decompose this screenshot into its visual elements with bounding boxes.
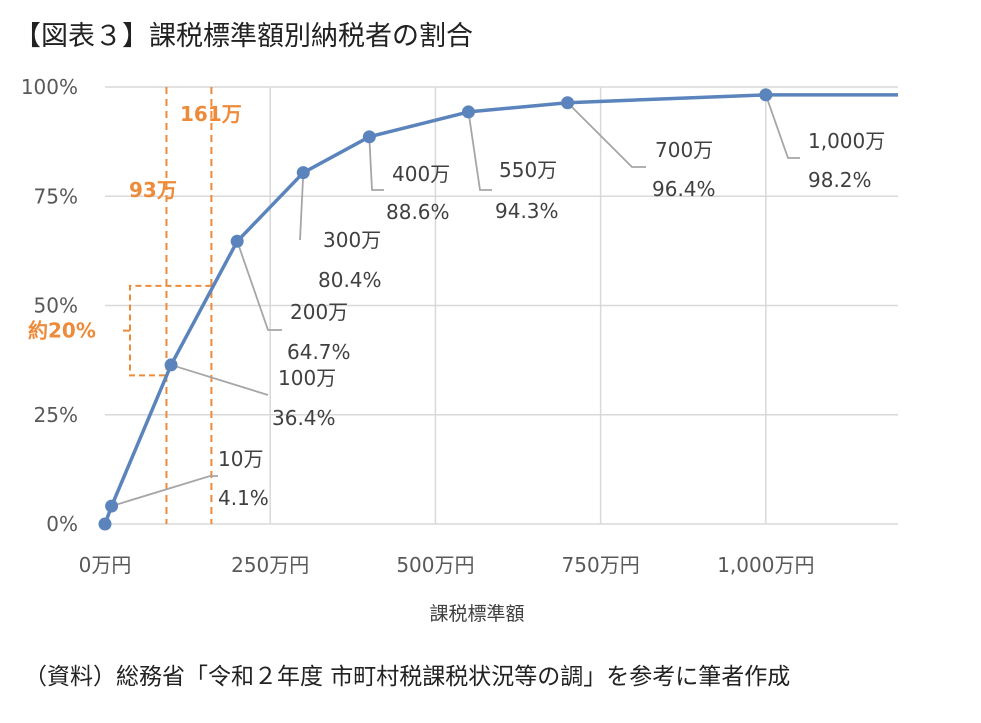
- leader-line: [236, 240, 282, 331]
- data-label-value: 88.6%: [386, 200, 450, 224]
- data-label-name: 1,000万: [808, 129, 885, 153]
- annotation-lines: [123, 87, 213, 524]
- y-tick-label: 0%: [46, 512, 78, 536]
- gridlines: [105, 86, 898, 525]
- data-label-name: 550万: [499, 158, 557, 182]
- data-point: [230, 234, 244, 248]
- data-label-value: 98.2%: [808, 168, 872, 192]
- leader-line: [368, 136, 384, 191]
- data-point: [98, 517, 112, 531]
- leader-line: [111, 475, 218, 507]
- data-label-value: 64.7%: [287, 340, 351, 364]
- annotation-bracket: [129, 284, 212, 377]
- x-tick-label: 0万円: [79, 553, 132, 577]
- x-tick-label: 250万円: [231, 553, 309, 577]
- data-point: [461, 105, 475, 119]
- data-label-name: 200万: [290, 300, 348, 324]
- data-label-value: 4.1%: [218, 486, 269, 510]
- leader-line: [299, 172, 305, 241]
- data-point: [296, 166, 310, 180]
- y-tick-label: 100%: [21, 75, 78, 99]
- y-tick-label: 25%: [34, 403, 78, 427]
- y-tick-label: 50%: [34, 294, 78, 318]
- data-point: [561, 96, 575, 110]
- leader-line: [566, 102, 646, 168]
- data-label-value: 94.3%: [495, 199, 559, 223]
- series-line: [103, 93, 898, 525]
- tick-labels: 0% 25% 50% 75% 100% 0万円 250万円 500万円 750万円 1,000万円: [21, 75, 815, 577]
- data-label-value: 36.4%: [272, 406, 336, 430]
- x-axis-title: 課税標準額: [429, 603, 524, 625]
- x-tick-label: 750万円: [562, 553, 640, 577]
- data-label-value: 80.4%: [318, 268, 382, 292]
- annotation-label: 約20%: [28, 319, 96, 343]
- data-label-value: 96.4%: [652, 177, 716, 201]
- data-label-name: 10万: [218, 447, 263, 471]
- leader-line: [467, 111, 492, 191]
- source-note: （資料）総務省「令和２年度 市町村税課税状況等の調」を参考に筆者作成: [24, 664, 791, 690]
- series-line-path: [103, 93, 898, 525]
- x-tick-label: 500万円: [396, 553, 474, 577]
- annotation-label: 93万: [129, 178, 177, 202]
- leader-lines: [111, 94, 800, 507]
- data-label-name: 300万: [323, 228, 381, 252]
- y-tick-label: 75%: [34, 184, 78, 208]
- data-label-name: 700万: [655, 138, 713, 162]
- data-label-name: 400万: [392, 162, 450, 186]
- chart-title: 【図表３】課税標準額別納税者の割合: [14, 21, 473, 52]
- markers: [98, 88, 773, 531]
- leader-line: [170, 364, 269, 396]
- data-point: [105, 499, 119, 513]
- data-label-name: 100万: [278, 366, 336, 390]
- data-point: [164, 358, 178, 372]
- data-point: [759, 88, 773, 102]
- annotation-label: 161万: [180, 102, 242, 126]
- leader-line: [764, 94, 800, 159]
- x-tick-label: 1,000万円: [717, 553, 814, 577]
- data-point: [362, 130, 376, 144]
